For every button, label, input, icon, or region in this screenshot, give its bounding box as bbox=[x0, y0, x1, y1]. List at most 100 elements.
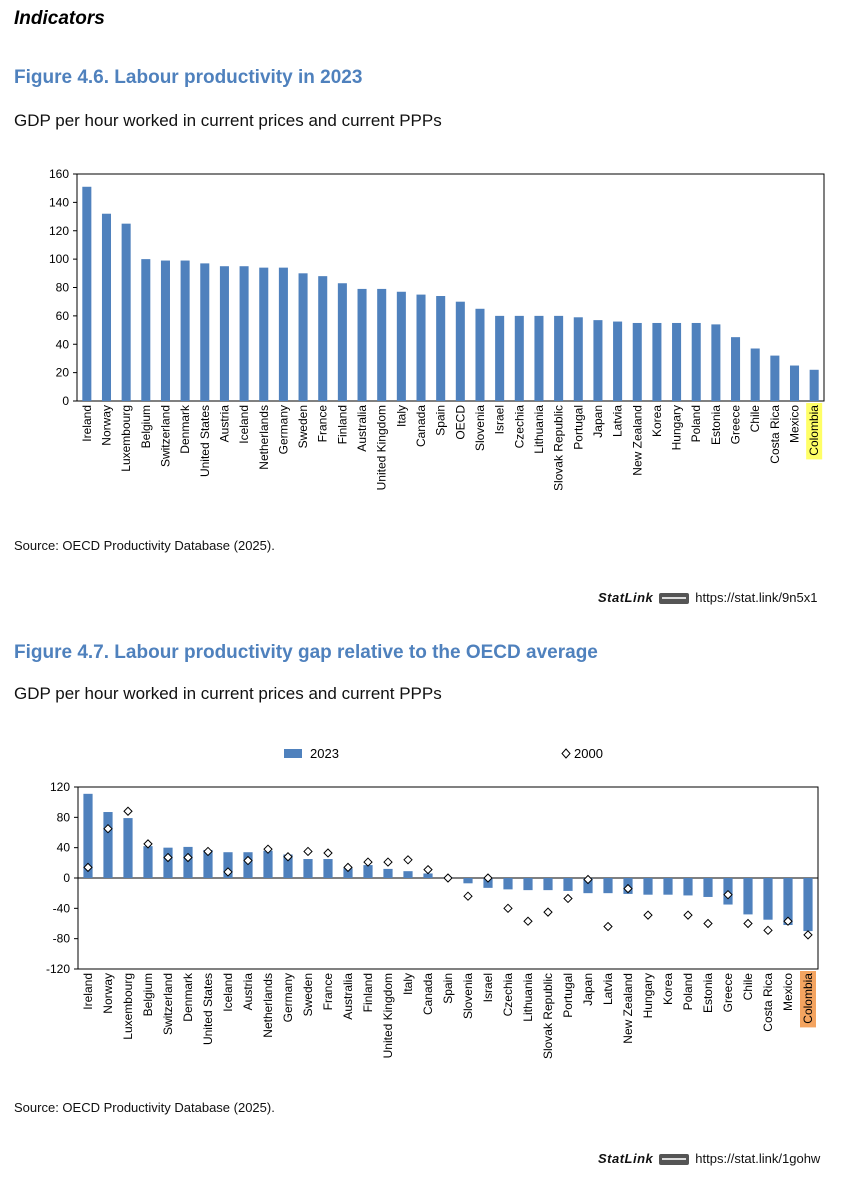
x-tick-label: Sweden bbox=[301, 973, 315, 1016]
x-tick-label: Canada bbox=[414, 405, 428, 447]
marker-2000-chile bbox=[743, 918, 753, 929]
x-tick-label: Canada bbox=[421, 973, 435, 1015]
bar-finland bbox=[363, 865, 373, 878]
x-tick-label: Colombia bbox=[807, 405, 821, 456]
legend-2000-label: 2000 bbox=[574, 746, 603, 761]
bar-denmark bbox=[183, 846, 193, 878]
statlink-url[interactable]: https://stat.link/9n5x1 bbox=[695, 590, 818, 605]
marker-2000-norway bbox=[103, 824, 113, 834]
bar-australia bbox=[357, 288, 367, 401]
figure-1-chart: 0 20 40 60 80 100 120 140 160 Ireland Norway Luxemb… bbox=[49, 167, 825, 490]
x-tick-label: Japan bbox=[591, 405, 605, 438]
bar-ireland bbox=[82, 186, 92, 401]
x-tick-label: United States bbox=[198, 405, 212, 477]
legend-2023-swatch bbox=[284, 749, 302, 758]
bar-switzerland bbox=[163, 847, 173, 878]
x-tick-label: Sweden bbox=[296, 405, 310, 448]
bar-united-kingdom bbox=[377, 288, 387, 401]
x-tick-label: Norway bbox=[101, 973, 115, 1014]
bar-france bbox=[318, 276, 328, 401]
bar-poland bbox=[683, 878, 693, 896]
bar-australia bbox=[343, 868, 353, 878]
x-tick-label: Ireland bbox=[81, 973, 95, 1010]
marker-2000-mexico bbox=[783, 916, 793, 926]
x-tick-label: Poland bbox=[689, 405, 703, 442]
bar-switzerland bbox=[160, 260, 170, 401]
marker-2000-denmark bbox=[183, 852, 193, 863]
figure-1-statlink[interactable]: StatLink https://stat.link/9n5x1 bbox=[598, 590, 817, 605]
x-tick-label: Czechia bbox=[512, 405, 526, 449]
bar-germany bbox=[278, 267, 288, 401]
bar-poland bbox=[691, 322, 701, 401]
marker-2000-canada bbox=[423, 864, 433, 875]
bar-latvia bbox=[613, 321, 623, 401]
x-tick-label: United Kingdom bbox=[375, 405, 389, 490]
x-tick-label: Slovak Republic bbox=[552, 405, 566, 490]
bar-sweden bbox=[298, 273, 308, 401]
legend-2000-marker bbox=[561, 748, 571, 759]
marker-2000-australia bbox=[343, 862, 353, 873]
x-tick-label: Switzerland bbox=[158, 405, 172, 467]
x-tick-label: Hungary bbox=[670, 405, 684, 450]
x-tick-label: Colombia bbox=[801, 973, 815, 1024]
y-tick-label: 40 bbox=[57, 841, 71, 855]
bar-lithuania bbox=[523, 878, 533, 891]
x-tick-label: Germany bbox=[281, 973, 295, 1022]
section-header: Indicators bbox=[14, 8, 105, 29]
bar-slovenia bbox=[475, 308, 485, 401]
y-tick-label: 80 bbox=[57, 810, 71, 824]
y-tick-label: 120 bbox=[50, 780, 70, 794]
statlink-logo-icon bbox=[659, 1154, 690, 1166]
x-tick-label: Austria bbox=[217, 405, 231, 443]
bar-portugal bbox=[573, 317, 583, 401]
y-tick-label: 80 bbox=[56, 281, 70, 295]
x-tick-label: Finland bbox=[361, 973, 375, 1012]
highlight-mark bbox=[800, 971, 816, 1028]
x-tick-label: Iceland bbox=[237, 405, 251, 444]
bar-luxembourg bbox=[121, 223, 131, 401]
bar-slovak-republic bbox=[554, 315, 564, 401]
bar-korea bbox=[652, 322, 662, 401]
x-tick-label: Denmark bbox=[178, 404, 192, 454]
x-tick-label: Belgium bbox=[141, 973, 155, 1016]
x-tick-label: Korea bbox=[661, 973, 675, 1005]
bar-spain bbox=[436, 296, 446, 401]
bar-italy bbox=[403, 871, 413, 878]
bar-finland bbox=[337, 283, 347, 401]
x-tick-label: Switzerland bbox=[161, 973, 175, 1035]
bar-chile bbox=[750, 348, 760, 401]
y-tick-label: 60 bbox=[56, 309, 70, 323]
highlight-mark bbox=[806, 403, 823, 460]
x-tick-label: Australia bbox=[341, 973, 355, 1020]
bar-france bbox=[323, 859, 333, 878]
x-tick-label: United States bbox=[201, 973, 215, 1045]
marker-2000-austria bbox=[243, 855, 253, 866]
bar-costa-rica bbox=[770, 355, 780, 401]
y-tick-label: 20 bbox=[56, 366, 70, 380]
marker-2000-united-states bbox=[203, 846, 213, 857]
figure-1-subtitle: GDP per hour worked in current prices an… bbox=[14, 111, 442, 130]
bar-japan bbox=[583, 878, 593, 894]
marker-2000-poland bbox=[683, 910, 693, 920]
x-tick-label: Finland bbox=[335, 405, 349, 444]
x-tick-label: Lithuania bbox=[521, 973, 535, 1022]
x-tick-label: Greece bbox=[721, 973, 735, 1013]
figure-2-statlink[interactable]: StatLink https://stat.link/1gohw bbox=[598, 1151, 820, 1166]
x-tick-label: Austria bbox=[241, 973, 255, 1011]
x-tick-label: Spain bbox=[441, 973, 455, 1004]
bar-mexico bbox=[783, 878, 793, 926]
x-tick-label: Israel bbox=[481, 973, 495, 1002]
legend-2023-label: 2023 bbox=[310, 746, 339, 761]
statlink-url[interactable]: https://stat.link/1gohw bbox=[695, 1151, 821, 1166]
marker-2000-slovak-republic bbox=[543, 907, 553, 917]
x-tick-label: Germany bbox=[276, 405, 290, 454]
bar-lithuania bbox=[534, 315, 544, 401]
bar-czechia bbox=[503, 878, 513, 890]
bar-netherlands bbox=[263, 850, 273, 878]
y-tick-label: 40 bbox=[56, 337, 70, 351]
y-tick-label: 160 bbox=[49, 167, 69, 181]
x-tick-label: Estonia bbox=[709, 405, 723, 445]
bar-japan bbox=[593, 320, 603, 401]
statlink-brand: StatLink bbox=[598, 590, 654, 605]
marker-2000-netherlands bbox=[263, 844, 273, 854]
